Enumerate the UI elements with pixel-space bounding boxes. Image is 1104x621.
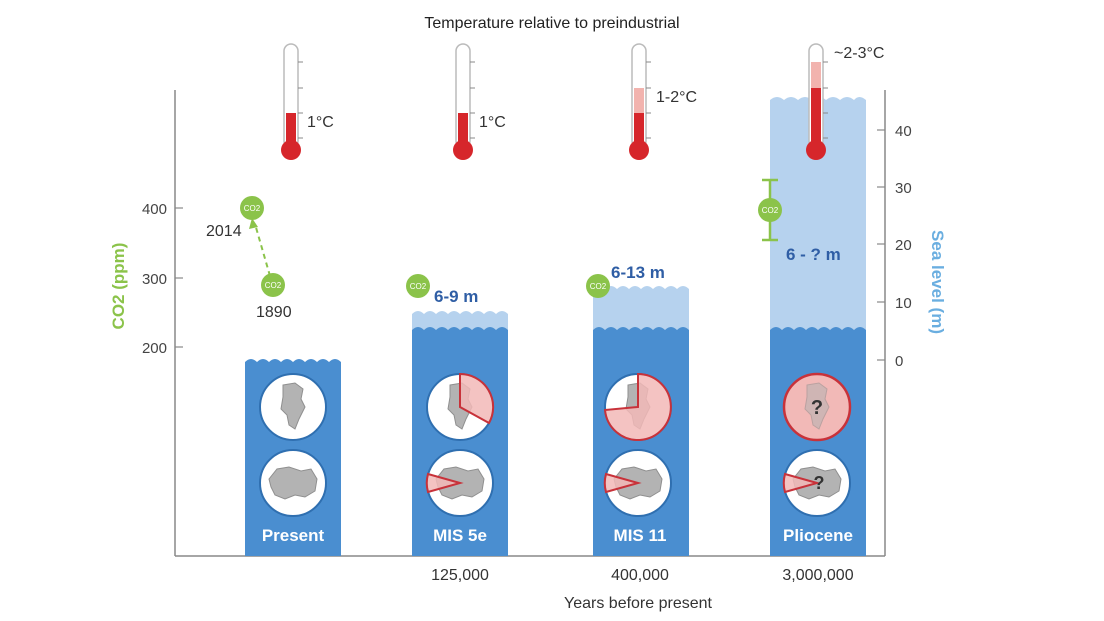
temperature-label: 1°C [307, 114, 334, 131]
right-tick-label: 20 [895, 237, 912, 254]
period-label: MIS 11 [614, 526, 667, 545]
present-co2: CO2 2014 CO2 1890 [206, 196, 292, 321]
temperature-label: 1°C [479, 114, 506, 131]
svg-text:CO2: CO2 [244, 204, 261, 213]
sea-level-label: 6 - ? m [786, 245, 841, 264]
left-axis-title: CO2 (ppm) [109, 243, 128, 330]
sea-water-light [770, 97, 866, 330]
thermometer-icon [806, 43, 828, 160]
svg-text:CO2: CO2 [410, 282, 427, 291]
sea-water-present [770, 327, 866, 556]
left-tick-label: 200 [142, 340, 167, 357]
svg-text:CO2: CO2 [265, 281, 282, 290]
antarctica-icon [603, 449, 672, 517]
years-label: 400,000 [611, 567, 669, 584]
sea-water-light [412, 311, 508, 330]
column-mis5e: MIS 5e [412, 311, 508, 556]
left-tick-label: 400 [142, 201, 167, 218]
svg-text:?: ? [814, 473, 825, 493]
greenland-icon [426, 372, 495, 441]
co2-badge: CO2 [261, 273, 285, 297]
right-axis-title: Sea level (m) [928, 230, 947, 334]
thermometer-icon [281, 43, 303, 160]
sea-level-label: 6-13 m [611, 263, 665, 282]
antarctica-icon [259, 449, 327, 517]
sea-water-present [593, 327, 689, 556]
svg-text:?: ? [811, 397, 823, 419]
period-label: MIS 5e [433, 526, 487, 545]
temperature-label: ~2-3°C [834, 45, 884, 62]
co2-badge: CO2 [758, 198, 782, 222]
svg-text:CO2: CO2 [590, 282, 607, 291]
co2-year-label: 2014 [206, 223, 242, 240]
years-label: 3,000,000 [782, 567, 853, 584]
column-mis11: MIS 11 [593, 286, 689, 556]
x-axis-title: Years before present [564, 595, 713, 612]
co2-badge: CO2 [406, 274, 430, 298]
antarctica-icon [425, 449, 494, 517]
left-axis-ticks: 400 300 200 [142, 201, 183, 357]
co2-badge: CO2 [586, 274, 610, 298]
right-axis-ticks: 40 30 20 10 0 [877, 123, 912, 370]
right-tick-label: 0 [895, 353, 903, 370]
co2-rise-arrow [254, 223, 271, 277]
right-tick-label: 40 [895, 123, 912, 140]
greenland-icon: ? [782, 372, 852, 442]
left-tick-label: 300 [142, 271, 167, 288]
diagram-title: Temperature relative to preindustrial [424, 15, 679, 32]
svg-text:CO2: CO2 [762, 206, 779, 215]
greenland-icon [603, 372, 672, 441]
right-tick-label: 10 [895, 295, 912, 312]
right-tick-label: 30 [895, 180, 912, 197]
period-label: Present [262, 526, 325, 545]
thermometer-icon [629, 43, 651, 160]
period-label: Pliocene [783, 526, 853, 545]
years-label: 125,000 [431, 567, 489, 584]
sea-water-present [412, 327, 508, 556]
temperature-label: 1-2°C [656, 89, 697, 106]
column-present: Present [245, 359, 341, 556]
greenland-icon [259, 373, 327, 441]
co2-year-label: 1890 [256, 304, 292, 321]
sea-water-light [593, 286, 689, 330]
antarctica-icon: ? [782, 449, 851, 517]
co2-badge: CO2 [240, 196, 264, 220]
thermometer-icon [453, 43, 475, 160]
column-pliocene: ? ? Pliocene [770, 97, 866, 556]
sea-level-label: 6-9 m [434, 287, 478, 306]
